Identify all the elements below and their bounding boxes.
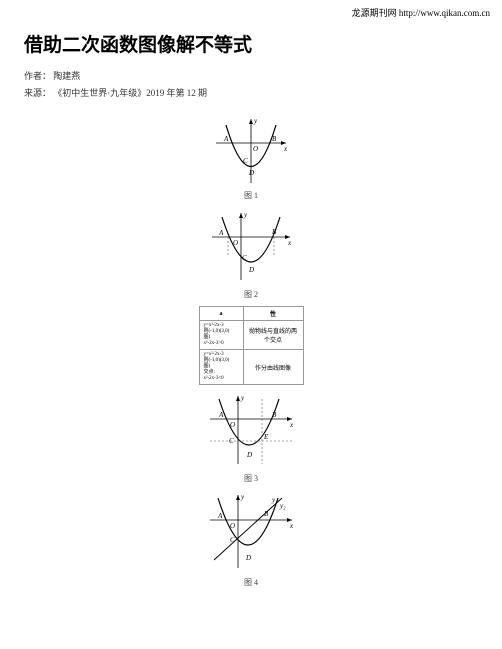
figure-2: y x A B O C D 图 2 xyxy=(206,207,296,300)
svg-text:y₁: y₁ xyxy=(271,496,278,504)
source-line: 来源： 《初中生世界·九年级》2019 年第 12 期 xyxy=(24,86,478,99)
table-cell: 抛物线与直线的两个交点 xyxy=(243,321,303,350)
svg-text:D: D xyxy=(248,266,254,274)
figure-4-label: 图 4 xyxy=(244,577,258,588)
svg-text:x: x xyxy=(289,522,294,530)
figure-1: y x A B O C D 图 1 xyxy=(206,113,296,201)
svg-text:O: O xyxy=(230,421,235,429)
figure-3-svg: y x A B O C D E xyxy=(204,391,299,471)
svg-text:C: C xyxy=(229,437,234,445)
svg-text:C: C xyxy=(243,157,248,165)
svg-text:A: A xyxy=(217,512,223,520)
table-cell: y=x²-2x-3则(-1,0)(3,0)图)x²-2x-3>0 xyxy=(199,321,243,350)
source-text: 《初中生世界·九年级》2019 年第 12 期 xyxy=(53,88,207,98)
figure-3: y x A B O C D E 图 3 xyxy=(204,391,299,484)
article-content: 借助二次函数图像解不等式 作者： 陶建燕 来源： 《初中生世界·九年级》2019… xyxy=(0,0,502,588)
svg-text:B: B xyxy=(272,411,277,419)
svg-text:y: y xyxy=(243,211,248,219)
svg-text:D: D xyxy=(245,554,251,562)
author-name: 陶建燕 xyxy=(53,71,80,81)
svg-text:A: A xyxy=(223,135,229,143)
svg-text:y: y xyxy=(240,394,245,402)
svg-text:D: D xyxy=(248,169,254,177)
header-site-link: 龙源期刊网 http://www.qikan.com.cn xyxy=(352,6,490,19)
svg-text:x: x xyxy=(287,239,292,247)
svg-text:A: A xyxy=(218,411,224,419)
figure-1-svg: y x A B O C D xyxy=(206,113,296,188)
svg-text:B: B xyxy=(264,510,269,518)
figure-2-label: 图 2 xyxy=(244,289,258,300)
figure-1-label: 图 1 xyxy=(244,190,258,201)
figure-3-label: 图 3 xyxy=(244,473,258,484)
svg-text:A: A xyxy=(218,229,224,237)
svg-text:D: D xyxy=(246,451,252,459)
table-cell: 作分由线图像 xyxy=(243,350,303,385)
source-label: 来源： xyxy=(24,88,51,98)
svg-text:O: O xyxy=(253,145,258,153)
svg-text:y₂: y₂ xyxy=(279,502,286,510)
figures-column: y x A B O C D 图 1 y x A xyxy=(24,113,478,588)
svg-text:C: C xyxy=(230,536,235,544)
svg-text:x: x xyxy=(289,421,294,429)
figure-4-svg: y x A B O C D y₁ y₂ xyxy=(204,490,299,575)
svg-text:y: y xyxy=(253,117,258,125)
svg-text:B: B xyxy=(272,228,277,236)
svg-text:B: B xyxy=(272,135,277,143)
svg-text:O: O xyxy=(233,239,238,247)
table-header-2: 性 xyxy=(243,307,303,321)
svg-text:O: O xyxy=(230,522,235,530)
author-line: 作者： 陶建燕 xyxy=(24,69,478,82)
comparison-table: a 性 y=x²-2x-3则(-1,0)(3,0)图)x²-2x-3>0 抛物线… xyxy=(199,306,304,385)
svg-text:x: x xyxy=(283,145,288,153)
svg-text:E: E xyxy=(263,433,269,441)
figure-4: y x A B O C D y₁ y₂ 图 4 xyxy=(204,490,299,588)
article-title: 借助二次函数图像解不等式 xyxy=(24,30,478,57)
figure-2-svg: y x A B O C D xyxy=(206,207,296,287)
svg-text:C: C xyxy=(242,254,247,262)
table-header-1: a xyxy=(199,307,243,321)
svg-text:y: y xyxy=(240,493,245,501)
author-label: 作者： xyxy=(24,71,51,81)
table-cell: y=x²-2x-3则(-1,0)(3,0)图)交点:x²-2x-3<0 xyxy=(199,350,243,385)
figure-table: a 性 y=x²-2x-3则(-1,0)(3,0)图)x²-2x-3>0 抛物线… xyxy=(199,306,304,385)
